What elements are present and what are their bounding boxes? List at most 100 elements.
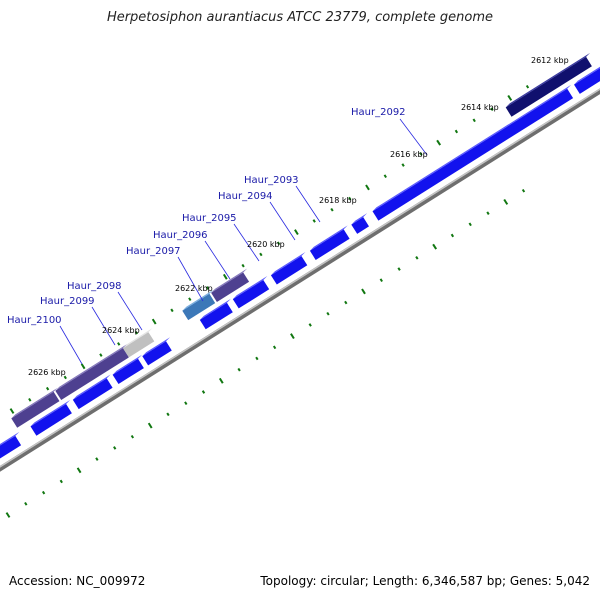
outer-tick [9, 408, 15, 414]
kbp-label-2620: 2620 kbp [247, 240, 285, 249]
inner-tick [468, 222, 472, 227]
outer-tick [419, 152, 423, 156]
inner-tick [130, 434, 135, 439]
outer-tick [507, 94, 513, 101]
inner-tick [41, 490, 46, 495]
gene-block-m[interactable] [11, 387, 60, 428]
inner-tick [415, 256, 419, 260]
genome-backbone [0, 88, 600, 472]
gene-block-f[interactable] [199, 298, 233, 330]
outer-tick [348, 196, 352, 201]
inner-tick [326, 311, 330, 316]
outer-tick [276, 241, 281, 246]
gene-block-k[interactable] [372, 84, 574, 221]
gene-block-o[interactable] [123, 328, 155, 358]
kbp-label-2614: 2614 kbp [461, 103, 499, 112]
outer-tick [525, 84, 530, 89]
inner-tick [486, 211, 490, 215]
outer-tick [436, 139, 442, 146]
leader-line [204, 240, 231, 280]
gene-label-haur-2095[interactable]: Haur_2095 [182, 213, 237, 224]
accession-text: Accession: NC_009972 [9, 574, 146, 588]
gene-label-haur-2097[interactable]: Haur_2097 [126, 246, 181, 257]
outer-tick [188, 297, 192, 302]
inner-tick [379, 278, 383, 283]
outer-tick [312, 219, 316, 223]
leader-line [233, 223, 260, 262]
map-title: Herpetosiphon aurantiacus ATCC 23779, co… [106, 10, 494, 25]
gene-label-haur-2098[interactable]: Haur_2098 [67, 281, 122, 292]
inner-tick [184, 401, 188, 406]
inner-tick [344, 300, 348, 305]
gene-block-h[interactable] [270, 252, 308, 285]
outer-tick [45, 386, 50, 391]
inner-tick [218, 377, 224, 384]
inner-tick [237, 367, 241, 372]
inner-tick [5, 512, 11, 518]
inner-tick [59, 479, 63, 484]
gene-block-l[interactable] [574, 49, 600, 94]
outer-tick [454, 129, 459, 134]
inner-tick [76, 467, 82, 474]
outer-tick [472, 118, 476, 123]
gene-label-haur-2099[interactable]: Haur_2099 [40, 296, 95, 307]
gene-block-g[interactable] [232, 276, 270, 309]
gene-block-r[interactable] [505, 52, 592, 117]
outer-tick [222, 273, 228, 280]
outer-tick [241, 263, 245, 268]
outer-tick [490, 107, 494, 111]
gene-block-q[interactable] [211, 268, 250, 303]
gene-label-haur-2100[interactable]: Haur_2100 [7, 315, 62, 326]
outer-tick [134, 330, 139, 335]
inner-tick [521, 188, 526, 193]
gene-label-haur-2093[interactable]: Haur_2093 [244, 175, 299, 186]
gene-label-haur-2092[interactable]: Haur_2092 [351, 107, 406, 118]
inner-tick [397, 267, 401, 271]
outer-tick [383, 174, 387, 179]
leader-line [91, 306, 116, 346]
gene-block-e[interactable] [142, 337, 172, 366]
label-leader-lines [59, 118, 428, 365]
outer-tick [259, 252, 263, 257]
gene-block-d[interactable] [112, 354, 144, 384]
gene-block-i[interactable] [309, 225, 350, 260]
outer-tick [117, 342, 121, 346]
inner-tick [290, 333, 295, 340]
outer-tick [205, 286, 210, 290]
inner-tick [308, 323, 312, 327]
gene-block-b[interactable] [30, 400, 72, 436]
gene-block-n[interactable] [55, 344, 129, 400]
gene-block-p[interactable] [182, 289, 216, 321]
kbp-label-2624: 2624 kbp [102, 326, 140, 335]
genome-stats-text: Topology: circular; Length: 6,346,587 bp… [260, 574, 590, 588]
gene-label-haur-2094[interactable]: Haur_2094 [218, 191, 273, 202]
outer-tick [99, 353, 103, 357]
kbp-label-2618: 2618 kbp [319, 196, 357, 205]
inner-tick [432, 243, 438, 250]
inner-tick [24, 501, 28, 506]
kbp-label-2626: 2626 kbp [28, 368, 66, 377]
gene-track [0, 49, 600, 461]
kbp-ticks-outer [9, 84, 530, 414]
outer-tick [170, 308, 174, 313]
outer-tick [294, 229, 299, 236]
leader-line [269, 201, 296, 241]
gene-block-j[interactable] [351, 213, 369, 234]
kbp-label-2616: 2616 kbp [390, 150, 428, 159]
outer-tick [365, 184, 370, 191]
kbp-label-2622: 2622 kbp [175, 284, 213, 293]
gene-block-a[interactable] [0, 431, 22, 461]
inner-tick [450, 233, 455, 238]
gene-block-c[interactable] [72, 374, 113, 410]
leader-line [295, 185, 321, 223]
inner-tick [503, 198, 509, 205]
outer-tick [80, 363, 86, 370]
inner-tick [95, 457, 99, 461]
kbp-ticks-inner [5, 188, 526, 518]
outer-tick [28, 397, 32, 402]
leader-line [117, 291, 143, 331]
outer-tick [401, 163, 405, 167]
gene-label-haur-2096[interactable]: Haur_2096 [153, 230, 208, 241]
inner-tick [272, 345, 277, 350]
